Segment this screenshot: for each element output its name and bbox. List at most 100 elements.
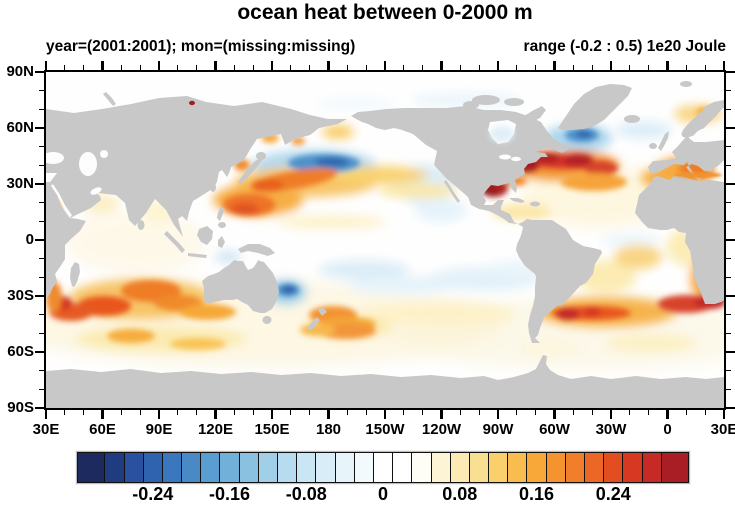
lon-major-tick <box>44 61 48 70</box>
lat-major-tick <box>35 406 44 410</box>
landmass-nz-north <box>318 307 327 316</box>
lat-minor-tick <box>726 370 731 372</box>
lon-minor-tick <box>64 410 66 415</box>
colorbar-tick-label: -0.08 <box>285 484 327 504</box>
lat-tick-label: 30S <box>7 287 34 304</box>
landmass-antarctica <box>46 355 724 408</box>
map-svg <box>6 72 735 408</box>
laptev-hotspot <box>189 100 195 106</box>
lat-major-tick <box>726 70 735 74</box>
landmass-philippines <box>217 206 225 221</box>
colorbar-cell <box>162 453 183 482</box>
lat-minor-tick <box>39 90 44 92</box>
lon-minor-tick <box>629 65 631 70</box>
lon-minor-tick <box>233 410 235 415</box>
lon-minor-tick <box>139 65 141 70</box>
colorbar-cell <box>393 453 413 482</box>
lon-tick-label: 60E <box>89 421 116 438</box>
landmass-africa-west <box>635 176 724 304</box>
landmass-java <box>188 253 207 258</box>
lat-minor-tick <box>726 90 731 92</box>
lat-major-tick <box>726 238 735 242</box>
landmass-tasmania <box>262 316 272 324</box>
lon-major-tick <box>327 61 330 70</box>
colorbar-cell <box>220 453 240 482</box>
lon-major-tick <box>722 61 726 70</box>
lon-minor-tick <box>478 410 480 415</box>
lon-major-tick <box>440 61 443 70</box>
lon-minor-tick <box>365 65 367 70</box>
lon-minor-tick <box>290 65 292 70</box>
lat-minor-tick <box>39 108 44 110</box>
lat-tick-label: 30N <box>6 175 34 192</box>
lat-minor-tick <box>726 202 731 204</box>
lat-major-tick <box>35 238 44 242</box>
colorbar-cell <box>431 453 451 482</box>
lon-minor-tick <box>422 65 424 70</box>
lon-minor-tick <box>120 410 122 415</box>
lon-minor-tick <box>233 65 235 70</box>
lon-minor-tick <box>591 65 593 70</box>
landmass-africa-east <box>46 182 86 298</box>
colorbar-cell <box>201 453 221 482</box>
lon-major-tick <box>157 410 161 419</box>
baltic-sea <box>693 128 709 142</box>
landmass-ireland <box>649 143 657 149</box>
lon-minor-tick <box>516 65 518 70</box>
lon-major-tick <box>157 61 161 70</box>
lon-tick-label: 120W <box>421 421 462 438</box>
lon-major-tick <box>666 410 669 419</box>
lon-major-tick <box>327 410 330 419</box>
colorbar-cell <box>258 453 279 482</box>
lat-tick-label: 90S <box>7 399 34 416</box>
lon-minor-tick <box>535 65 537 70</box>
lat-minor-tick <box>39 202 44 204</box>
lon-tick-label: 30E <box>32 421 60 438</box>
lon-tick-label: 30E <box>710 421 735 438</box>
colorbar-cell <box>297 453 317 482</box>
lat-tick-label: 60N <box>6 119 34 136</box>
landmass-baja <box>444 180 460 203</box>
lat-tick-label: 0 <box>25 231 34 248</box>
lon-minor-tick <box>704 65 706 70</box>
lon-minor-tick <box>252 410 254 415</box>
lon-major-tick <box>440 410 443 419</box>
subtitle-left: year=(2001:2001); mon=(missing:missing) <box>46 38 356 55</box>
lon-tick-label: 90W <box>482 421 514 438</box>
colorbar-cell <box>585 453 605 482</box>
lat-major-tick <box>726 406 735 410</box>
lat-major-tick <box>35 126 44 130</box>
lat-minor-tick <box>726 276 731 278</box>
colorbar-cell <box>489 453 509 482</box>
lon-minor-tick <box>83 65 85 70</box>
lat-tick-label: 90N <box>6 63 34 80</box>
landmass-japan <box>238 158 263 184</box>
lon-minor-tick <box>572 410 574 415</box>
colorbar-cell <box>450 453 470 482</box>
colorbar-cell <box>316 453 336 482</box>
landmass-new-guinea <box>238 244 275 256</box>
lon-minor-tick <box>309 410 311 415</box>
lon-tick-label: 30W <box>595 421 627 438</box>
landmass-britain <box>658 131 669 151</box>
mediterranean-warm <box>674 172 722 178</box>
lon-major-tick <box>101 61 104 70</box>
continents <box>46 81 724 408</box>
lat-minor-tick <box>726 220 731 222</box>
lat-minor-tick <box>39 164 44 166</box>
colorbar-cell <box>546 453 566 482</box>
colorbar-cell <box>565 453 586 482</box>
colorbar-cell <box>78 453 106 482</box>
colorbar-cell <box>278 453 298 482</box>
lon-major-tick <box>609 410 613 419</box>
persian-gulf <box>90 187 102 195</box>
landmass-sulawesi <box>218 236 225 248</box>
hudson-bay-tint <box>490 126 514 142</box>
lat-major-tick <box>35 182 44 186</box>
colorbar-cell <box>527 453 547 482</box>
colorbar-cell <box>335 453 355 482</box>
landmass-hokkaido <box>256 152 266 160</box>
lon-minor-tick <box>572 65 574 70</box>
landmass-novaya-zemlya <box>103 92 116 106</box>
plot-frame <box>44 70 726 410</box>
